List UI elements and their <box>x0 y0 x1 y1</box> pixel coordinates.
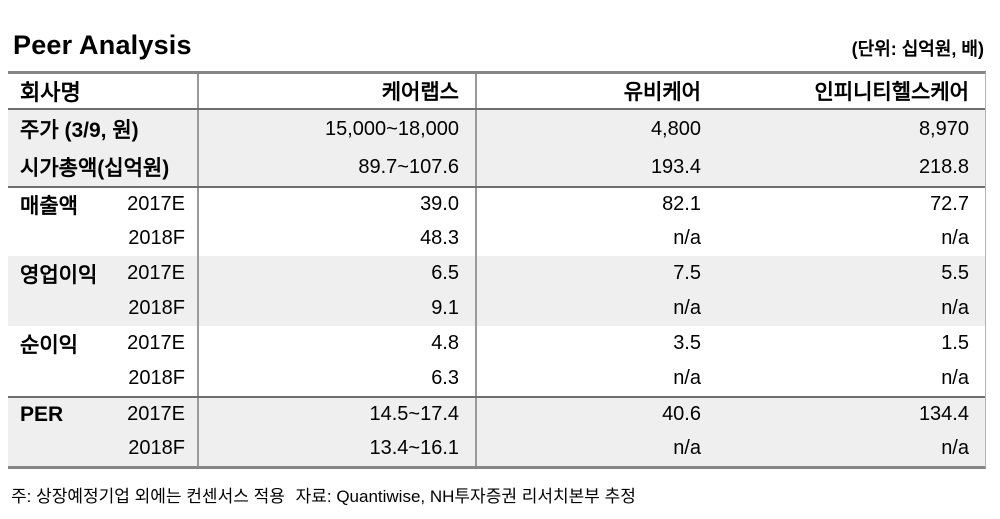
value-cell: 1.5 <box>941 332 969 354</box>
value-cell: 15,000~18,000 <box>199 110 477 148</box>
value-cell: 82.1 <box>662 193 701 215</box>
table-row-opincome-2018: 2018F 9.1 n/a n/a <box>8 291 985 326</box>
header-carelabs: 케어랩스 <box>199 74 477 108</box>
value-cell: 40.6 <box>662 403 701 425</box>
value-cell: 7.5 <box>673 262 701 284</box>
table-row-revenue-2018: 2018F 48.3 n/a n/a <box>8 221 985 256</box>
table-row-per-2018: 2018F 13.4~16.1 n/a n/a <box>8 431 985 466</box>
year-label: 2017E <box>127 403 185 425</box>
metric-label: 영업이익 <box>20 263 98 287</box>
unit-label: (단위: 십억원, 배) <box>851 39 984 59</box>
peer-analysis-table: 회사명 케어랩스 유비케어 인피니티헬스케어 주가 (3/9, 원) 15,00… <box>8 71 986 469</box>
metric-label: 순이익 <box>20 333 78 357</box>
value-cell: n/a <box>941 437 969 459</box>
table-row-marketcap: 시가총액(십억원) 89.7~107.6 193.4 218.8 <box>8 148 985 186</box>
table-row-opincome-2017: 영업이익 2017E 6.5 7.5 5.5 <box>8 256 985 291</box>
value-cell: n/a <box>941 227 969 249</box>
value-cell: 6.3 <box>199 361 477 396</box>
value-cell: 48.3 <box>199 221 477 256</box>
value-cell: 9.1 <box>199 291 477 326</box>
value-cell: 193.4 <box>650 155 701 178</box>
table-header-row: 회사명 케어랩스 유비케어 인피니티헬스케어 <box>8 74 985 110</box>
value-cell: 72.7 <box>930 193 969 215</box>
metric-label: PER <box>20 402 64 426</box>
metric-label: 주가 (3/9, 원) <box>20 119 139 142</box>
value-cell: n/a <box>673 437 701 459</box>
table-title-bar: Peer Analysis (단위: 십억원, 배) <box>0 0 1000 71</box>
row-label-cell: 시가총액(십억원) <box>8 148 199 186</box>
page-title: Peer Analysis <box>13 30 192 60</box>
value-cell: n/a <box>673 367 701 389</box>
value-cell: 5.5 <box>941 262 969 284</box>
year-label: 2018F <box>128 227 185 249</box>
table-row-price: 주가 (3/9, 원) 15,000~18,000 4,800 8,970 <box>8 110 985 148</box>
header-infinitt-healthcare: 인피니티헬스케어 <box>814 81 969 104</box>
year-label: 2018F <box>128 437 185 459</box>
year-label: 2018F <box>128 297 185 319</box>
row-label-cell: 주가 (3/9, 원) <box>8 110 199 148</box>
header-ubcare: 유비케어 <box>623 81 701 104</box>
value-cell: 6.5 <box>199 256 477 291</box>
row-label-cell: 영업이익 2017E <box>8 256 199 291</box>
row-label-cell: 2018F <box>8 221 199 256</box>
value-cell: 4,800 <box>650 117 701 140</box>
year-label: 2017E <box>127 262 185 284</box>
value-cell: 4.8 <box>199 326 477 361</box>
row-label-cell: PER 2017E <box>8 398 199 431</box>
value-cell: 8,970 <box>918 117 969 140</box>
footnote: 주: 상장예정기업 외에는 컨센서스 적용 자료: Quantiwise, NH… <box>0 469 1000 507</box>
table-row-per-2017: PER 2017E 14.5~17.4 40.6 134.4 <box>8 396 985 431</box>
table-row-netincome-2017: 순이익 2017E 4.8 3.5 1.5 <box>8 326 985 361</box>
footnote-note: 주: 상장예정기업 외에는 컨센서스 적용 <box>11 487 285 506</box>
table-row-netincome-2018: 2018F 6.3 n/a n/a <box>8 361 985 396</box>
row-label-cell: 순이익 2017E <box>8 326 199 361</box>
value-cell: 13.4~16.1 <box>199 431 477 466</box>
value-cell: 89.7~107.6 <box>199 148 477 186</box>
year-label: 2017E <box>127 332 185 354</box>
year-label: 2017E <box>127 193 185 215</box>
value-cell: 218.8 <box>918 155 969 178</box>
value-cell: 14.5~17.4 <box>199 398 477 431</box>
footnote-source: 자료: Quantiwise, NH투자증권 리서치본부 추정 <box>295 487 636 506</box>
value-cell: n/a <box>941 297 969 319</box>
row-label-cell: 2018F <box>8 361 199 396</box>
row-label-cell: 2018F <box>8 431 199 466</box>
metric-label: 시가총액(십억원) <box>20 157 170 180</box>
value-cell: n/a <box>673 227 701 249</box>
value-cell: 134.4 <box>918 403 969 425</box>
value-cell: 3.5 <box>673 332 701 354</box>
metric-label: 매출액 <box>20 194 78 218</box>
row-label-cell: 매출액 2017E <box>8 188 199 221</box>
row-label-cell: 2018F <box>8 291 199 326</box>
table-row-revenue-2017: 매출액 2017E 39.0 82.1 72.7 <box>8 186 985 221</box>
year-label: 2018F <box>128 367 185 389</box>
value-cell: n/a <box>673 297 701 319</box>
value-cell: n/a <box>941 367 969 389</box>
header-company-name-label: 회사명 <box>8 74 199 108</box>
value-cell: 39.0 <box>199 188 477 221</box>
